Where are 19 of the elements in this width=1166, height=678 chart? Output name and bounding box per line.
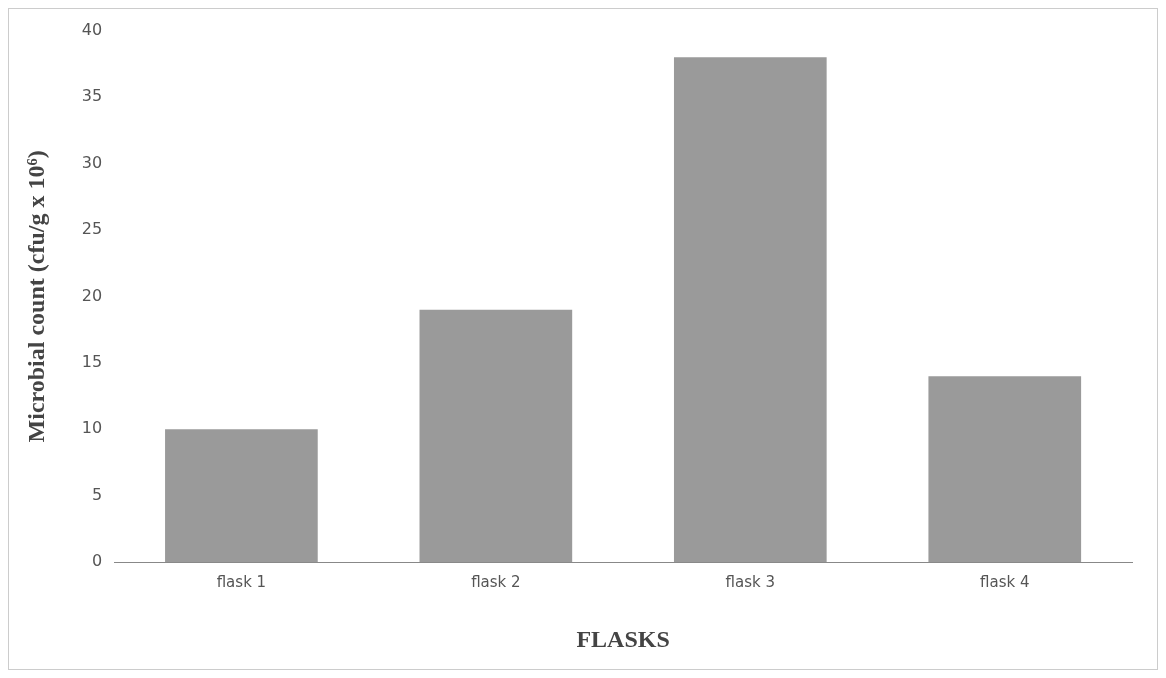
bar [165,429,318,563]
y-tick-label: 5 [91,484,103,504]
bar [928,376,1082,563]
y-axis-title: Microbial count (cfu/g x 10⁶) [22,150,49,443]
bar [673,57,827,563]
y-tick-label: 25 [81,219,103,239]
y-tick-label: 0 [91,551,103,571]
y-tick-label: 40 [81,19,103,39]
y-tick-label: 10 [81,418,103,438]
x-axis-title: FLASKS [576,625,670,652]
bar [419,309,573,563]
x-tick-label: flask 3 [725,573,776,592]
x-tick-label: flask 1 [216,573,267,592]
y-tick-label: 35 [81,86,103,106]
y-tick-label: 30 [81,152,103,172]
y-tick-label: 20 [81,285,103,305]
x-tick-label: flask 4 [980,573,1030,592]
x-tick-label: flask 2 [471,573,521,592]
y-tick-label: 15 [81,352,103,372]
